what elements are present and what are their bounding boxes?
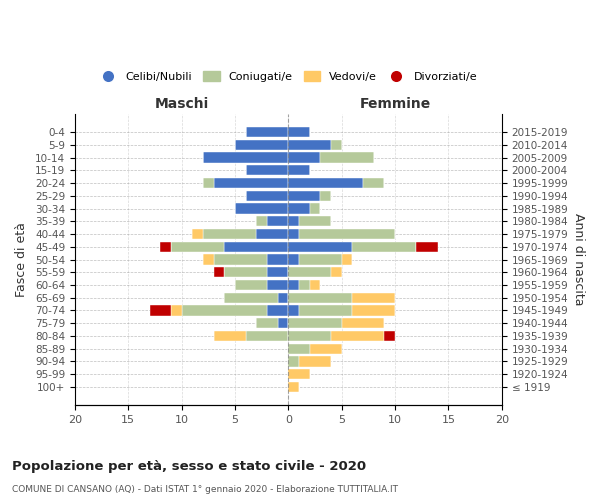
Bar [289,267,331,278]
Bar [342,254,352,264]
Bar [320,190,331,201]
Bar [352,292,395,303]
Bar [299,306,352,316]
Bar [289,140,331,150]
Bar [224,267,267,278]
Bar [245,127,289,137]
Bar [235,204,289,214]
Text: Maschi: Maschi [155,97,209,111]
Text: Popolazione per età, sesso e stato civile - 2020: Popolazione per età, sesso e stato civil… [12,460,366,473]
Bar [203,178,214,188]
Bar [267,306,289,316]
Bar [289,152,320,162]
Bar [224,292,278,303]
Bar [267,267,289,278]
Bar [278,292,289,303]
Bar [214,178,289,188]
Bar [331,267,342,278]
Bar [289,306,299,316]
Bar [416,242,438,252]
Bar [289,369,310,380]
Bar [267,216,289,226]
Bar [289,204,310,214]
Bar [235,140,289,150]
Bar [289,356,299,366]
Bar [310,204,320,214]
Bar [160,242,171,252]
Bar [214,331,245,341]
Bar [299,356,331,366]
Bar [256,229,289,239]
Bar [299,216,331,226]
Bar [289,382,299,392]
Bar [193,229,203,239]
Bar [203,152,289,162]
Bar [320,152,374,162]
Bar [278,318,289,328]
Bar [149,306,171,316]
Bar [289,165,310,175]
Bar [289,254,299,264]
Bar [289,216,299,226]
Bar [182,306,267,316]
Bar [385,331,395,341]
Bar [289,127,310,137]
Bar [171,306,182,316]
Bar [245,331,289,341]
Bar [214,254,267,264]
Y-axis label: Fasce di età: Fasce di età [15,222,28,297]
Bar [331,331,385,341]
Legend: Celibi/Nubili, Coniugati/e, Vedovi/e, Divorziati/e: Celibi/Nubili, Coniugati/e, Vedovi/e, Di… [95,67,482,86]
Bar [299,254,342,264]
Bar [352,242,416,252]
Bar [363,178,385,188]
Bar [256,318,278,328]
Bar [289,280,299,290]
Bar [299,229,395,239]
Y-axis label: Anni di nascita: Anni di nascita [572,214,585,306]
Bar [342,318,385,328]
Bar [310,344,342,354]
Bar [289,190,320,201]
Bar [310,280,320,290]
Bar [203,229,256,239]
Bar [256,216,267,226]
Bar [214,267,224,278]
Bar [203,254,214,264]
Bar [245,190,289,201]
Bar [224,242,289,252]
Text: Femmine: Femmine [359,97,431,111]
Bar [289,229,299,239]
Bar [235,280,267,290]
Bar [289,344,310,354]
Bar [289,242,352,252]
Bar [352,306,395,316]
Bar [289,318,342,328]
Bar [289,331,331,341]
Bar [289,178,363,188]
Bar [289,292,352,303]
Bar [267,280,289,290]
Text: COMUNE DI CANSANO (AQ) - Dati ISTAT 1° gennaio 2020 - Elaborazione TUTTITALIA.IT: COMUNE DI CANSANO (AQ) - Dati ISTAT 1° g… [12,485,398,494]
Bar [245,165,289,175]
Bar [299,280,310,290]
Bar [331,140,342,150]
Bar [171,242,224,252]
Bar [267,254,289,264]
